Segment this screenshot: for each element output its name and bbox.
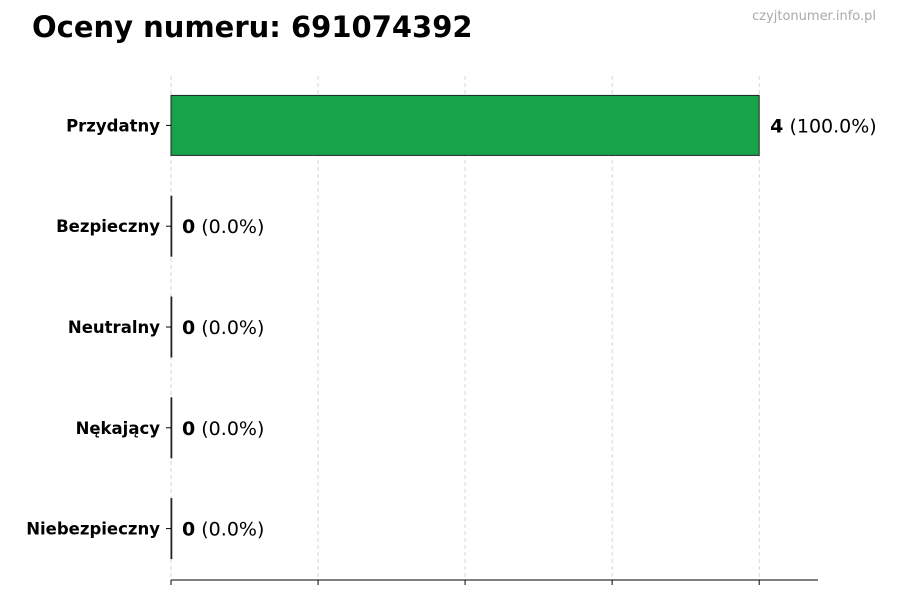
value-label: 0 (0.0%) (182, 317, 264, 339)
value-count: 4 (770, 115, 783, 137)
value-percent: (0.0%) (195, 216, 264, 238)
watermark: czyjtonumer.info.pl (752, 9, 876, 24)
value-label: 0 (0.0%) (182, 216, 264, 238)
chart-title: Oceny numeru: 691074392 (32, 10, 473, 44)
value-label: 0 (0.0%) (182, 519, 264, 541)
bar (170, 397, 173, 459)
category-label: Przydatny (66, 116, 160, 135)
value-count: 0 (182, 216, 195, 238)
value-label: 0 (0.0%) (182, 418, 264, 440)
value-count: 0 (182, 317, 195, 339)
bar (170, 296, 173, 358)
value-percent: (100.0%) (783, 115, 876, 137)
bar (170, 94, 760, 156)
value-count: 0 (182, 418, 195, 440)
category-label: Bezpieczny (56, 217, 160, 236)
value-percent: (0.0%) (195, 418, 264, 440)
category-label: Neutralny (68, 318, 160, 337)
category-label: Niebezpieczny (26, 520, 160, 539)
category-label: Nękający (76, 419, 161, 438)
bar (170, 498, 173, 560)
bar (170, 195, 173, 257)
value-count: 0 (182, 519, 195, 541)
value-percent: (0.0%) (195, 317, 264, 339)
value-label: 4 (100.0%) (770, 115, 877, 137)
value-percent: (0.0%) (195, 519, 264, 541)
